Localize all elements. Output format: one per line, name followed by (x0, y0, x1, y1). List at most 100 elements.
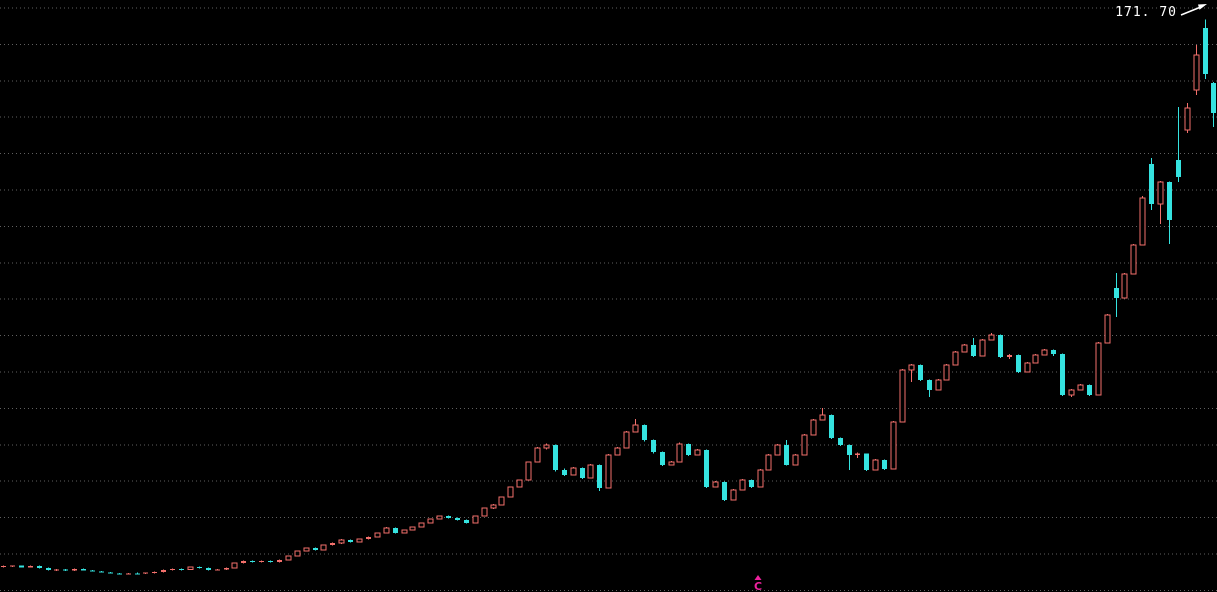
candle (259, 560, 264, 563)
candle (704, 449, 709, 488)
candle (81, 568, 86, 571)
candle (562, 468, 567, 476)
candle (1068, 389, 1075, 397)
candle (899, 369, 906, 423)
candle (686, 443, 691, 456)
candle (507, 486, 514, 498)
candle (427, 518, 434, 524)
candle (543, 443, 550, 450)
candle (1157, 181, 1164, 224)
candle (436, 515, 443, 520)
candle (553, 444, 558, 472)
candle (268, 560, 273, 563)
candle (1077, 384, 1084, 391)
candle (206, 567, 211, 571)
candle (46, 567, 51, 571)
candle (570, 467, 577, 476)
candles-layer (1, 19, 1216, 575)
candle (374, 532, 381, 538)
candle (409, 526, 416, 531)
candle (241, 560, 246, 564)
candle (187, 566, 194, 570)
candle (215, 569, 220, 571)
candle (1167, 181, 1172, 244)
candle (108, 572, 113, 574)
candle (330, 542, 335, 546)
candle (838, 437, 843, 446)
candle (792, 454, 799, 466)
candle (294, 550, 301, 557)
candle (730, 489, 737, 501)
candle (472, 515, 479, 524)
candle (143, 572, 148, 574)
event-marker-triangle-icon (754, 575, 762, 580)
candle (63, 569, 68, 571)
candle (660, 451, 665, 466)
candle (356, 538, 363, 543)
candle (847, 444, 852, 470)
candle (890, 421, 897, 470)
event-marker-label: C (754, 580, 762, 592)
candle (961, 344, 968, 353)
candle (1184, 103, 1191, 133)
event-marker-c: C (754, 575, 762, 592)
candle (1104, 314, 1111, 344)
candle (455, 517, 460, 521)
candle (623, 431, 630, 449)
candle (366, 536, 371, 540)
candle (348, 539, 353, 543)
candle (597, 464, 602, 491)
candle (722, 481, 727, 501)
candle (774, 444, 781, 456)
candle (651, 439, 656, 454)
candle (943, 364, 950, 381)
candle (632, 419, 639, 433)
candle (908, 364, 915, 382)
candle (927, 379, 932, 397)
candle (676, 442, 683, 463)
candle (971, 338, 976, 357)
candle (54, 569, 59, 571)
candle (1041, 349, 1048, 356)
candle (1211, 82, 1216, 127)
candle (534, 447, 541, 463)
candle (117, 573, 122, 575)
candle (810, 419, 817, 436)
candle (28, 565, 33, 568)
candle (1024, 362, 1031, 373)
candle (765, 454, 772, 471)
candle (401, 529, 408, 534)
trend-arrow-icon (1180, 4, 1207, 16)
candle (338, 539, 345, 544)
candle (231, 562, 238, 569)
candle (1121, 273, 1128, 299)
candle (1193, 45, 1200, 95)
candle (864, 453, 869, 471)
candle (446, 515, 451, 519)
candle (614, 447, 621, 456)
candle (757, 469, 764, 488)
candle (383, 527, 390, 534)
candle (668, 461, 675, 466)
candle (418, 522, 425, 528)
candle (498, 496, 505, 506)
candle (161, 569, 166, 573)
candle (988, 333, 995, 341)
candle (320, 544, 327, 551)
candle (1, 565, 6, 568)
candle (1095, 342, 1102, 396)
candle (464, 519, 469, 524)
candle (37, 565, 42, 569)
candle (516, 479, 523, 488)
candle (712, 481, 719, 488)
candle (642, 424, 647, 442)
candle (250, 560, 255, 563)
candle (1149, 158, 1154, 210)
candle (179, 568, 184, 571)
candle (1139, 196, 1146, 246)
candle (197, 566, 202, 569)
candle (855, 452, 860, 458)
latest-price-label: 171. 70 (1115, 5, 1177, 20)
